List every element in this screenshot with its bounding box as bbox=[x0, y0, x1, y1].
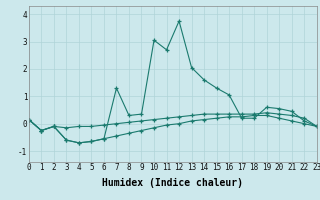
X-axis label: Humidex (Indice chaleur): Humidex (Indice chaleur) bbox=[102, 178, 243, 188]
